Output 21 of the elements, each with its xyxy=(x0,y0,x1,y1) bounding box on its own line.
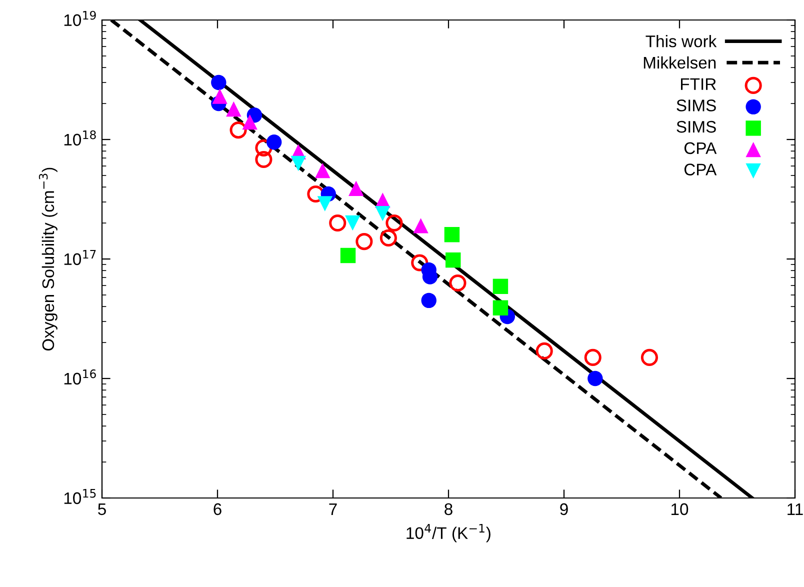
legend-label: CPA xyxy=(684,164,717,176)
x-tick-label: 11 xyxy=(788,503,803,515)
x-tick-label: 7 xyxy=(329,503,337,515)
legend-label: FTIR xyxy=(681,78,716,90)
y-tick-label: 10$^{17}$ xyxy=(64,250,96,266)
x-tick-label: 8 xyxy=(444,503,452,516)
y-tick-label: 10$^{19}$ xyxy=(64,10,96,26)
x-tick-label: 9 xyxy=(560,503,568,516)
x-tick-label: 6 xyxy=(214,503,222,516)
y-tick-label: 10$^{15}$ xyxy=(64,489,96,504)
legend-label: CPA xyxy=(684,142,717,154)
y-axis-title: Oxygen Solubility (cm$^{−3}$) xyxy=(38,168,58,351)
legend-label: This work xyxy=(646,35,717,48)
x-axis-title: 10$^{4}$/T (K$^{−1}$) xyxy=(406,524,490,542)
y-tick-label: 10$^{16}$ xyxy=(64,369,96,385)
legend-label: SIMS xyxy=(676,120,716,133)
legend-label: SIMS xyxy=(676,100,716,112)
x-tick-label: 10 xyxy=(672,503,688,516)
x-tick-label: 5 xyxy=(98,503,106,516)
y-tick-label: 10$^{18}$ xyxy=(64,130,96,146)
legend-label: Mikkelsen xyxy=(644,56,716,69)
